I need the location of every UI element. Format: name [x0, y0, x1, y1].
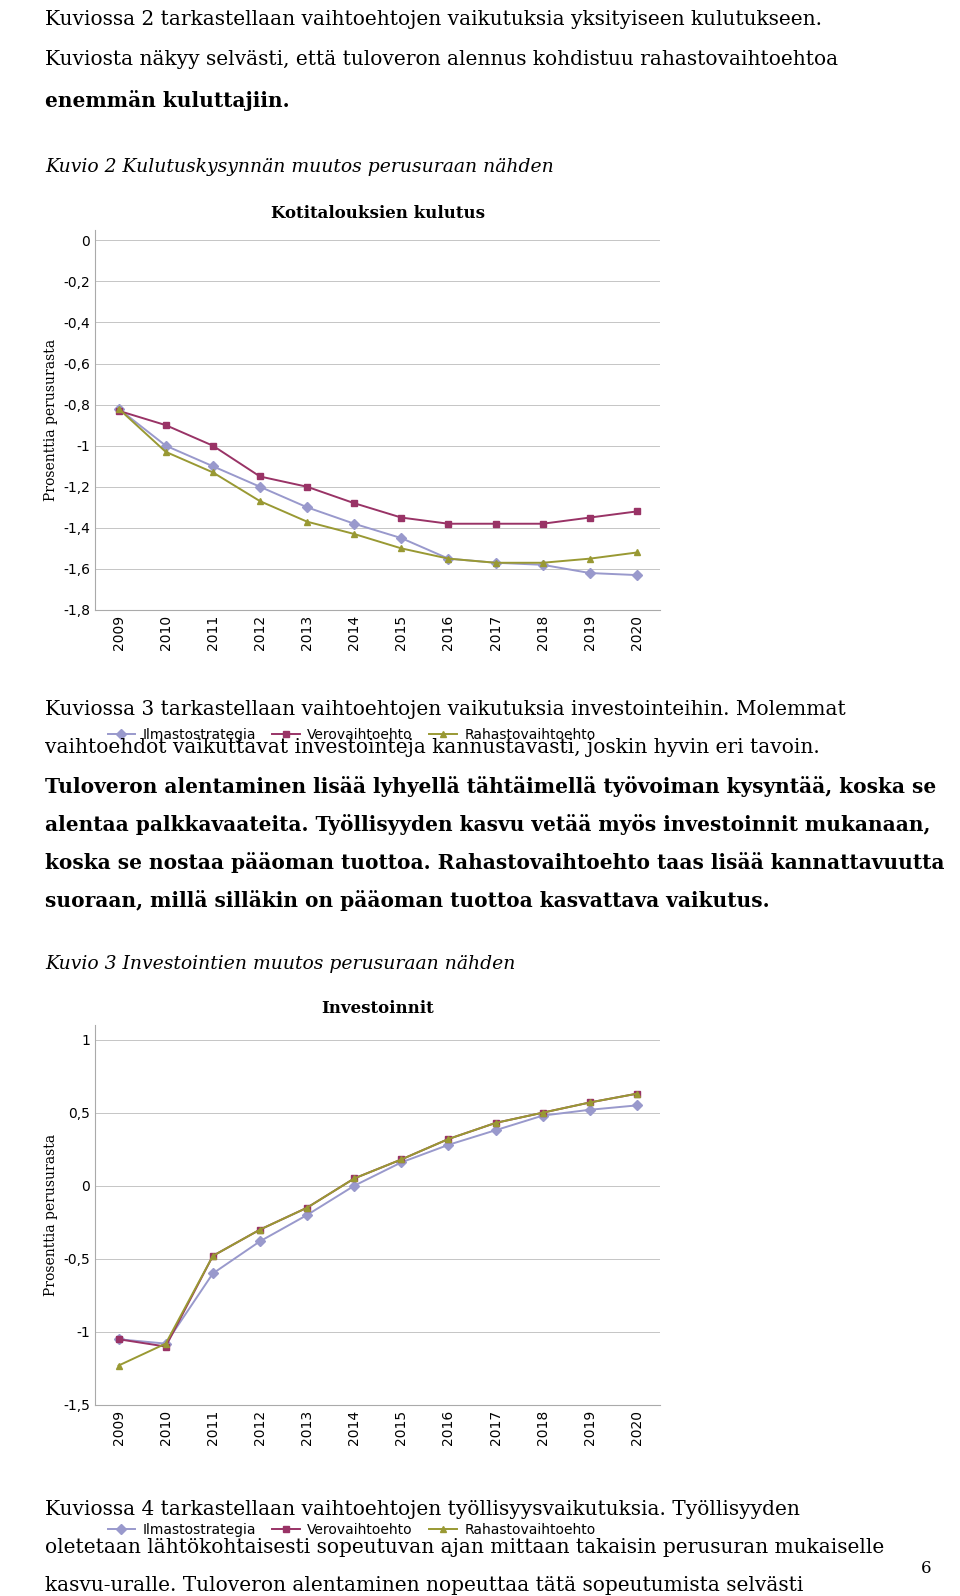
Text: Kuviossa 3 tarkastellaan vaihtoehtojen vaikutuksia investointeihin. Molemmat: Kuviossa 3 tarkastellaan vaihtoehtojen v…: [45, 701, 846, 720]
Text: Kuvio 2 Kulutuskysynnän muutos perusuraan nähden: Kuvio 2 Kulutuskysynnän muutos perusuraa…: [45, 158, 554, 176]
Text: Kuviossa 2 tarkastellaan vaihtoehtojen vaikutuksia yksityiseen kulutukseen.: Kuviossa 2 tarkastellaan vaihtoehtojen v…: [45, 10, 822, 29]
Y-axis label: Prosenttia perusurasta: Prosenttia perusurasta: [44, 1133, 58, 1296]
Text: suoraan, millä silläkin on pääoman tuottoa kasvattava vaikutus.: suoraan, millä silläkin on pääoman tuott…: [45, 891, 770, 911]
Text: koska se nostaa pääoman tuottoa. Rahastovaihtoehto taas lisää kannattavuutta: koska se nostaa pääoman tuottoa. Rahasto…: [45, 852, 945, 873]
Text: Kuviosta näkyy selvästi, että tuloveron alennus kohdistuu rahastovaihtoehtoa: Kuviosta näkyy selvästi, että tuloveron …: [45, 49, 838, 69]
Text: Kuviossa 4 tarkastellaan vaihtoehtojen työllisyysvaikutuksia. Työllisyyden: Kuviossa 4 tarkastellaan vaihtoehtojen t…: [45, 1500, 800, 1519]
Legend: Ilmastostrategia, Verovaihtoehto, Rahastovaihtoehto: Ilmastostrategia, Verovaihtoehto, Rahast…: [102, 1518, 601, 1542]
Text: vaihtoehdot vaikuttavat investointeja kannustavasti, joskin hyvin eri tavoin.: vaihtoehdot vaikuttavat investointeja ka…: [45, 737, 820, 757]
Text: Tuloveron alentaminen lisää lyhyellä tähtäimellä työvoiman kysyntää, koska se: Tuloveron alentaminen lisää lyhyellä täh…: [45, 776, 936, 796]
Text: kasvu-uralle. Tuloveron alentaminen nopeuttaa tätä sopeutumista selvästi: kasvu-uralle. Tuloveron alentaminen nope…: [45, 1575, 804, 1594]
Text: enemmän kuluttajiin.: enemmän kuluttajiin.: [45, 89, 290, 112]
Legend: Ilmastostrategia, Verovaihtoehto, Rahastovaihtoehto: Ilmastostrategia, Verovaihtoehto, Rahast…: [102, 723, 601, 747]
Text: oletetaan lähtökohtaisesti sopeutuvan ajan mittaan takaisin perusuran mukaiselle: oletetaan lähtökohtaisesti sopeutuvan aj…: [45, 1539, 884, 1558]
Text: Investoinnit: Investoinnit: [322, 1001, 434, 1017]
Y-axis label: Prosenttia perusurasta: Prosenttia perusurasta: [43, 338, 58, 501]
Text: 6: 6: [921, 1559, 931, 1577]
Text: Kuvio 3 Investointien muutos perusuraan nähden: Kuvio 3 Investointien muutos perusuraan …: [45, 954, 516, 974]
Text: alentaa palkkavaateita. Työllisyyden kasvu vetää myös investoinnit mukanaan,: alentaa palkkavaateita. Työllisyyden kas…: [45, 814, 930, 835]
Text: Kotitalouksien kulutus: Kotitalouksien kulutus: [271, 204, 485, 222]
